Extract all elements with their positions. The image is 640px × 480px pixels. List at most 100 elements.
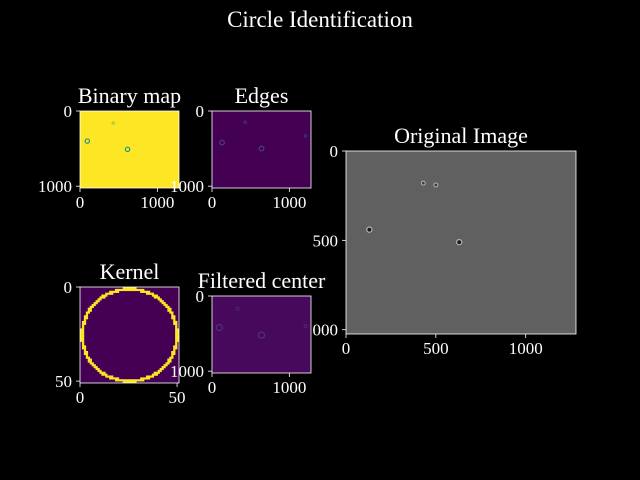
kernel-ring-pixel — [177, 332, 179, 335]
kernel-ring-pixel — [163, 302, 166, 305]
edges-feature — [219, 139, 225, 146]
kernel-ring-pixel — [173, 315, 176, 318]
kernel-ring-pixel — [81, 345, 85, 348]
edges-axes-frame — [211, 110, 312, 189]
kernel-ring-pixel — [171, 311, 174, 314]
kernel-ring-pixel — [175, 326, 178, 329]
kernel-ring-pixel — [149, 292, 153, 295]
kernel-ring-pixel — [165, 303, 168, 307]
kernel-ring-pixel — [122, 288, 125, 292]
kernel-ring-pixel — [103, 294, 106, 297]
kernel-ring-pixel — [109, 292, 112, 295]
kernel-ring-pixel — [99, 298, 102, 301]
original-feature — [420, 180, 426, 186]
kernel-image — [80, 287, 179, 383]
kernel-ring-pixel — [128, 288, 131, 292]
kernel-ring-pixel — [155, 371, 158, 374]
kernel-ring-pixel — [163, 303, 166, 307]
original-ytick-label: 1000 — [304, 321, 338, 340]
kernel-ring-pixel — [132, 287, 135, 290]
kernel-ring-pixel — [81, 341, 85, 344]
kernel-ring-pixel — [171, 315, 174, 318]
kernel-ring-pixel — [83, 320, 87, 324]
filtered-feature — [235, 306, 240, 311]
kernel-ring-pixel — [177, 335, 179, 339]
kernel-ring-pixel — [175, 334, 178, 337]
kernel-ring-pixel — [173, 319, 176, 322]
kernel-ring-pixel — [118, 379, 122, 382]
kernel-ring-pixel — [138, 379, 141, 382]
kernel-ring-pixel — [165, 364, 168, 367]
kernel-ring-pixel — [101, 294, 104, 297]
kernel-ring-pixel — [134, 287, 137, 290]
kernel-ring-pixel — [159, 300, 162, 303]
kernel-ring-pixel — [175, 320, 178, 324]
binary-axes-frame — [79, 110, 180, 189]
kernel-ring-pixel — [147, 377, 151, 380]
kernel-ring-pixel — [175, 347, 178, 350]
kernel-ring-pixel — [83, 319, 87, 322]
filtered-image — [212, 296, 311, 373]
kernel-ring-pixel — [87, 356, 91, 359]
kernel-ring-pixel — [80, 339, 83, 342]
kernel-ring-pixel — [147, 290, 151, 293]
kernel-ring-pixel — [132, 288, 135, 292]
kernel-ring-pixel — [91, 362, 94, 365]
binary-ytick-label: 0 — [64, 102, 73, 121]
kernel-ring-pixel — [91, 364, 94, 367]
kernel-ring-pixel — [124, 288, 127, 292]
kernel-ring-pixel — [165, 305, 168, 309]
kernel-ring-pixel — [85, 311, 89, 314]
kernel-ring-pixel — [171, 317, 174, 320]
kernel-ring-pixel — [165, 362, 168, 365]
kernel-ring-pixel — [177, 328, 179, 331]
kernel-ring-pixel — [175, 330, 178, 333]
kernel-ring-pixel — [132, 379, 135, 382]
kernel-ring-pixel — [81, 334, 85, 337]
kernel-ring-pixel — [81, 347, 85, 350]
kernel-ring-pixel — [128, 381, 131, 383]
kernel-ring-pixel — [111, 292, 114, 295]
kernel-ring-pixel — [167, 360, 170, 363]
kernel-ring-pixel — [113, 290, 116, 293]
kernel-ring-pixel — [89, 305, 92, 309]
kernel-ring-pixel — [83, 347, 87, 350]
kernel-ring-pixel — [80, 332, 83, 335]
kernel-ring-pixel — [83, 317, 87, 320]
kernel-ring-pixel — [169, 356, 172, 359]
kernel-ring-pixel — [126, 287, 129, 290]
kernel-ring-pixel — [153, 294, 157, 297]
filtered-feature — [257, 331, 266, 339]
kernel-ring-pixel — [161, 366, 164, 369]
kernel-ring-pixel — [85, 315, 89, 318]
kernel-ring-pixel — [149, 375, 153, 378]
kernel-ring-pixel — [89, 362, 92, 365]
kernel-ring-pixel — [175, 341, 178, 344]
edges-xtick-label: 0 — [208, 193, 217, 212]
original-title: Original Image — [394, 123, 528, 148]
kernel-ring-pixel — [140, 290, 143, 293]
binary-feature — [124, 146, 131, 153]
kernel-ring-pixel — [159, 298, 162, 301]
kernel-ring-pixel — [103, 373, 106, 376]
kernel-ring-pixel — [167, 309, 170, 312]
kernel-ring-pixel — [89, 309, 92, 312]
kernel-ring-pixel — [83, 315, 87, 318]
kernel-ring-pixel — [111, 377, 114, 380]
kernel-ring-pixel — [126, 379, 129, 382]
kernel-ring-pixel — [173, 349, 176, 352]
kernel-ring-pixel — [159, 369, 162, 373]
kernel-ring-pixel — [103, 296, 106, 299]
filtered-image-fill — [212, 296, 311, 373]
kernel-ring-pixel — [85, 356, 89, 359]
kernel-ring-pixel — [177, 334, 179, 337]
kernel-ring-pixel — [114, 288, 118, 292]
binary-title: Binary map — [78, 83, 181, 108]
kernel-ring-pixel — [83, 352, 87, 356]
kernel-ring-pixel — [124, 287, 127, 290]
kernel-ring-pixel — [157, 296, 160, 299]
